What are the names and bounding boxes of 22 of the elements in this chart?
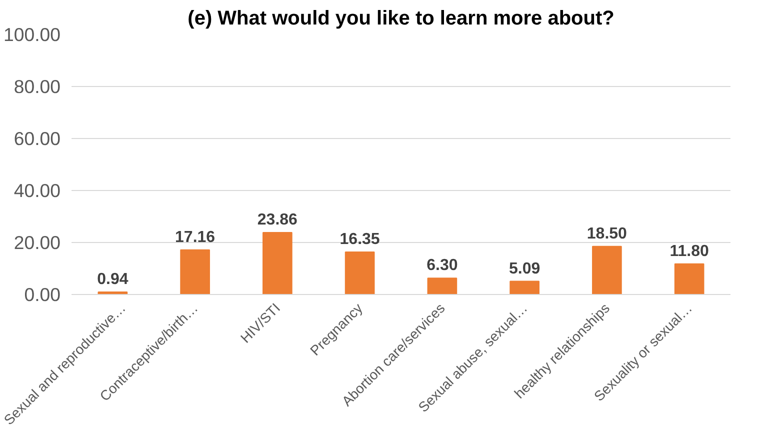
- data-label: 11.80: [670, 242, 709, 260]
- data-label: 17.16: [175, 228, 216, 246]
- y-tick-label: 60.00: [14, 128, 60, 149]
- data-label: 5.09: [508, 260, 540, 278]
- bar: [180, 249, 210, 294]
- y-tick-label: 40.00: [14, 180, 60, 201]
- data-label: 23.86: [257, 211, 298, 228]
- data-label: 6.30: [426, 257, 458, 274]
- bar: [427, 278, 458, 294]
- bar: [262, 232, 292, 294]
- data-label: 18.50: [586, 225, 628, 242]
- data-label: 16.35: [340, 230, 380, 248]
- y-tick-label: 0.00: [24, 284, 60, 305]
- bar: [510, 280, 540, 294]
- bar: [592, 246, 622, 294]
- y-tick-label: 20.00: [14, 232, 60, 253]
- data-label: 0.94: [97, 271, 128, 288]
- bar: [344, 251, 375, 294]
- y-tick-label: 100.00: [3, 24, 60, 45]
- bar: [674, 263, 704, 294]
- y-tick-label: 80.00: [14, 76, 60, 97]
- chart-title: (e) What would you like to learn more about?: [188, 8, 614, 30]
